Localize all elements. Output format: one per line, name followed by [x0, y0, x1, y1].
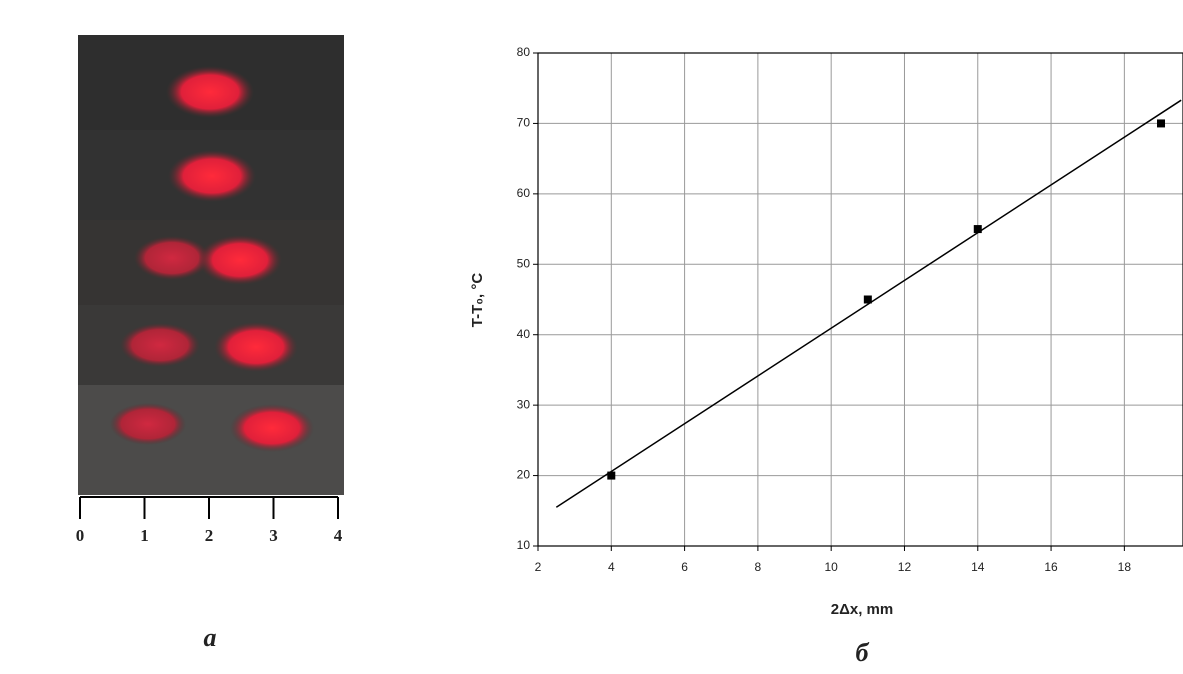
laser-spot: [134, 236, 210, 280]
laser-spot: [230, 404, 314, 452]
fit-line: [555, 99, 1182, 508]
ruler-label: 1: [140, 526, 149, 545]
plot-frame: [537, 52, 1183, 547]
laser-spot: [168, 150, 256, 202]
y-tick-label: 70: [517, 116, 531, 130]
y-tick-label: 50: [517, 256, 531, 270]
y-axis-label: T-T₀, °C: [469, 273, 486, 328]
ruler-label: 4: [334, 526, 343, 545]
laser-spot: [120, 323, 200, 367]
panel-caption: б: [856, 638, 870, 667]
photo-strip: [78, 305, 344, 385]
panel-caption: a: [204, 623, 217, 652]
x-tick-label: 10: [825, 560, 839, 574]
y-tick-label: 40: [517, 327, 531, 341]
x-tick-label: 18: [1118, 560, 1132, 574]
x-axis-label: 2Δx, mm: [831, 601, 893, 618]
laser-spot: [166, 66, 254, 118]
data-point: [1157, 119, 1166, 128]
x-tick-label: 12: [898, 560, 912, 574]
data-point: [863, 295, 872, 304]
x-tick-label: 8: [755, 560, 762, 574]
y-tick-label: 10: [517, 538, 531, 552]
laser-spot: [110, 403, 186, 445]
x-tick-label: 6: [681, 560, 688, 574]
y-tick-label: 30: [517, 397, 531, 411]
data-point: [607, 471, 616, 480]
ruler-label: 3: [269, 526, 278, 545]
y-tick-label: 60: [517, 186, 531, 200]
data-point: [973, 225, 982, 234]
y-tick-label: 80: [517, 45, 531, 59]
laser-spot: [198, 235, 282, 285]
ruler-label: 0: [76, 526, 85, 545]
y-tick-label: 20: [517, 468, 531, 482]
laser-spot: [214, 322, 298, 372]
x-tick-label: 16: [1044, 560, 1058, 574]
x-tick-label: 4: [608, 560, 615, 574]
x-tick-label: 14: [971, 560, 985, 574]
ruler-label: 2: [205, 526, 214, 545]
x-tick-label: 2: [535, 560, 542, 574]
photo-panel: [78, 35, 344, 498]
